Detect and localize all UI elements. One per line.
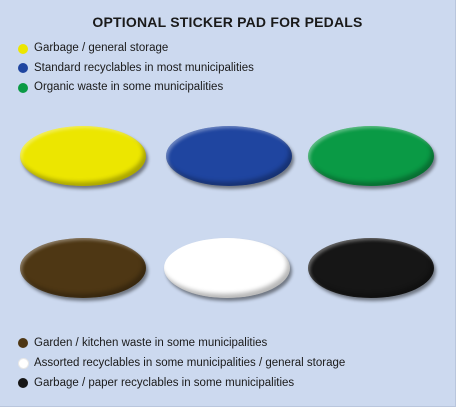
yellow-dot-icon	[18, 43, 28, 54]
sticker-black	[308, 238, 434, 298]
legend-top: Garbage / general storage Standard recyc…	[18, 39, 254, 98]
legend-item-paper-recyclables: Garbage / paper recyclables in some muni…	[18, 373, 345, 393]
legend-item-standard-recyclables: Standard recyclables in most municipalit…	[18, 59, 254, 79]
legend-label: Garbage / paper recyclables in some muni…	[34, 377, 295, 389]
sticker-white	[164, 238, 290, 298]
sticker-blue	[166, 126, 292, 186]
legend-label: Garbage / general storage	[34, 42, 169, 54]
legend-label: Garden / kitchen waste in some municipal…	[34, 337, 268, 349]
legend-item-garden-waste: Garden / kitchen waste in some municipal…	[18, 333, 345, 353]
black-dot-icon	[18, 378, 28, 388]
legend-item-garbage: Garbage / general storage	[18, 39, 254, 59]
legend-label: Standard recyclables in most municipalit…	[34, 61, 254, 74]
white-dot-icon	[18, 358, 29, 369]
legend-label: Assorted recyclables in some municipalit…	[34, 357, 346, 369]
sticker-green	[308, 126, 434, 186]
brown-dot-icon	[18, 338, 28, 348]
green-dot-icon	[18, 82, 28, 93]
legend-item-organic-waste: Organic waste in some municipalities	[18, 78, 254, 98]
legend-bottom: Garden / kitchen waste in some municipal…	[18, 333, 345, 393]
sticker-brown	[20, 238, 146, 298]
legend-item-assorted-recyclables: Assorted recyclables in some municipalit…	[18, 353, 345, 373]
page-title: OPTIONAL STICKER PAD FOR PEDALS	[92, 14, 363, 30]
legend-label: Organic waste in some municipalities	[34, 81, 224, 93]
blue-dot-icon	[18, 63, 28, 74]
sticker-yellow	[20, 126, 146, 186]
